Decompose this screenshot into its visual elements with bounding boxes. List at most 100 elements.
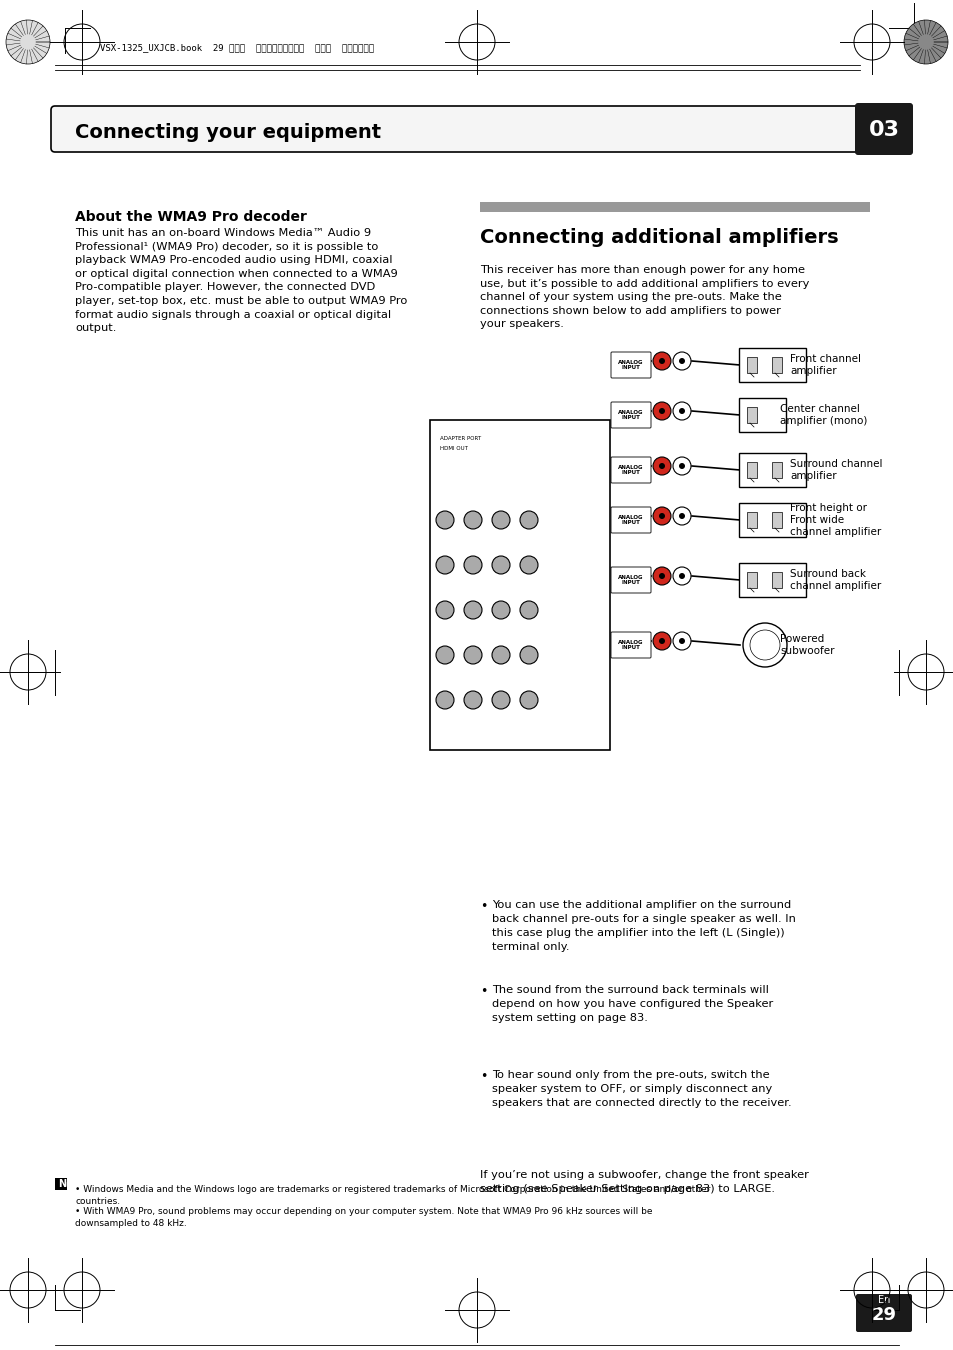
Circle shape	[492, 691, 510, 709]
Bar	[771, 512, 781, 528]
Circle shape	[679, 463, 684, 468]
FancyBboxPatch shape	[739, 398, 785, 432]
Text: speakers that are connected directly to the receiver.: speakers that are connected directly to …	[492, 1098, 791, 1108]
Circle shape	[679, 639, 684, 644]
FancyBboxPatch shape	[739, 504, 805, 537]
Bar	[746, 572, 757, 589]
Circle shape	[672, 352, 690, 370]
Circle shape	[519, 691, 537, 709]
Circle shape	[652, 567, 670, 585]
Circle shape	[659, 358, 664, 364]
Text: Connecting additional amplifiers: Connecting additional amplifiers	[479, 228, 838, 247]
Circle shape	[492, 512, 510, 529]
Text: this case plug the amplifier into the left (L (Single)): this case plug the amplifier into the le…	[492, 927, 783, 938]
Text: Surround back
channel amplifier: Surround back channel amplifier	[789, 568, 881, 591]
Bar	[430, 420, 609, 751]
Circle shape	[652, 352, 670, 370]
Circle shape	[463, 647, 481, 664]
Text: • With WMA9 Pro, sound problems may occur depending on your computer system. Not: • With WMA9 Pro, sound problems may occu…	[75, 1207, 652, 1227]
Circle shape	[436, 647, 454, 664]
Text: • Windows Media and the Windows logo are trademarks or registered trademarks of : • Windows Media and the Windows logo are…	[75, 1185, 710, 1206]
Circle shape	[519, 601, 537, 620]
Text: Center channel
amplifier (mono): Center channel amplifier (mono)	[780, 404, 866, 427]
Text: This unit has an on-board Windows Media™ Audio 9
Professional¹ (WMA9 Pro) decode: This unit has an on-board Windows Media™…	[75, 228, 407, 333]
Text: You can use the additional amplifier on the surround: You can use the additional amplifier on …	[492, 900, 790, 910]
FancyBboxPatch shape	[610, 458, 650, 483]
Bar	[479, 202, 869, 212]
Text: ADAPTER PORT: ADAPTER PORT	[439, 436, 480, 441]
Text: Connecting your equipment: Connecting your equipment	[75, 123, 381, 142]
Bar	[746, 356, 757, 373]
Circle shape	[6, 20, 50, 63]
Circle shape	[652, 632, 670, 649]
Text: •: •	[479, 986, 487, 998]
Circle shape	[672, 567, 690, 585]
Text: Front channel
amplifier: Front channel amplifier	[789, 354, 861, 377]
Circle shape	[659, 463, 664, 468]
FancyBboxPatch shape	[855, 1295, 911, 1332]
Bar	[771, 572, 781, 589]
Circle shape	[463, 691, 481, 709]
Circle shape	[672, 508, 690, 525]
Text: back channel pre-outs for a single speaker as well. In: back channel pre-outs for a single speak…	[492, 914, 795, 923]
Circle shape	[463, 601, 481, 620]
Text: 03: 03	[867, 120, 899, 140]
Text: ANALOG
INPUT: ANALOG INPUT	[618, 359, 643, 370]
Text: ANALOG
INPUT: ANALOG INPUT	[618, 640, 643, 651]
Text: ANALOG
INPUT: ANALOG INPUT	[618, 464, 643, 475]
Circle shape	[659, 513, 664, 518]
Bar	[55, 1179, 67, 1189]
Circle shape	[652, 458, 670, 475]
Circle shape	[652, 402, 670, 420]
Circle shape	[742, 622, 786, 667]
Text: speaker system to OFF, or simply disconnect any: speaker system to OFF, or simply disconn…	[492, 1084, 771, 1094]
FancyBboxPatch shape	[739, 454, 805, 487]
Circle shape	[492, 647, 510, 664]
Bar	[771, 356, 781, 373]
Text: •: •	[479, 900, 487, 913]
Circle shape	[436, 691, 454, 709]
Circle shape	[436, 556, 454, 574]
Circle shape	[659, 639, 664, 644]
Text: If you’re not using a subwoofer, change the front speaker
setting (see Speaker S: If you’re not using a subwoofer, change …	[479, 1170, 808, 1193]
Circle shape	[492, 601, 510, 620]
Bar	[746, 406, 757, 423]
Circle shape	[436, 601, 454, 620]
FancyBboxPatch shape	[610, 632, 650, 657]
Text: HDMI OUT: HDMI OUT	[439, 446, 467, 451]
Text: This receiver has more than enough power for any home
use, but it’s possible to : This receiver has more than enough power…	[479, 265, 808, 329]
Circle shape	[679, 408, 684, 414]
Circle shape	[679, 513, 684, 518]
Circle shape	[659, 572, 664, 579]
Text: To hear sound only from the pre-outs, switch the: To hear sound only from the pre-outs, sw…	[492, 1071, 769, 1080]
FancyBboxPatch shape	[610, 402, 650, 428]
Text: Powered
subwoofer: Powered subwoofer	[780, 633, 834, 656]
Text: ANALOG
INPUT: ANALOG INPUT	[618, 514, 643, 525]
Bar	[746, 512, 757, 528]
Circle shape	[672, 458, 690, 475]
Circle shape	[652, 508, 670, 525]
Text: depend on how you have configured the Speaker: depend on how you have configured the Sp…	[492, 999, 773, 1008]
Circle shape	[672, 402, 690, 420]
Circle shape	[903, 20, 947, 63]
FancyBboxPatch shape	[854, 103, 912, 155]
Text: •: •	[479, 1071, 487, 1083]
Circle shape	[519, 647, 537, 664]
Text: system setting on page 83.: system setting on page 83.	[492, 1012, 647, 1023]
Bar	[771, 462, 781, 478]
Circle shape	[463, 556, 481, 574]
Circle shape	[463, 512, 481, 529]
Circle shape	[679, 572, 684, 579]
FancyBboxPatch shape	[610, 352, 650, 378]
Text: ANALOG
INPUT: ANALOG INPUT	[618, 575, 643, 586]
Text: Surround channel
amplifier: Surround channel amplifier	[789, 459, 882, 481]
Text: ANALOG
INPUT: ANALOG INPUT	[618, 409, 643, 420]
Text: En: En	[877, 1295, 889, 1305]
Text: terminal only.: terminal only.	[492, 942, 569, 952]
Circle shape	[436, 512, 454, 529]
Circle shape	[519, 512, 537, 529]
Text: About the WMA9 Pro decoder: About the WMA9 Pro decoder	[75, 211, 307, 224]
Text: Front height or
Front wide
channel amplifier: Front height or Front wide channel ampli…	[789, 502, 881, 537]
Bar	[746, 462, 757, 478]
FancyBboxPatch shape	[610, 567, 650, 593]
